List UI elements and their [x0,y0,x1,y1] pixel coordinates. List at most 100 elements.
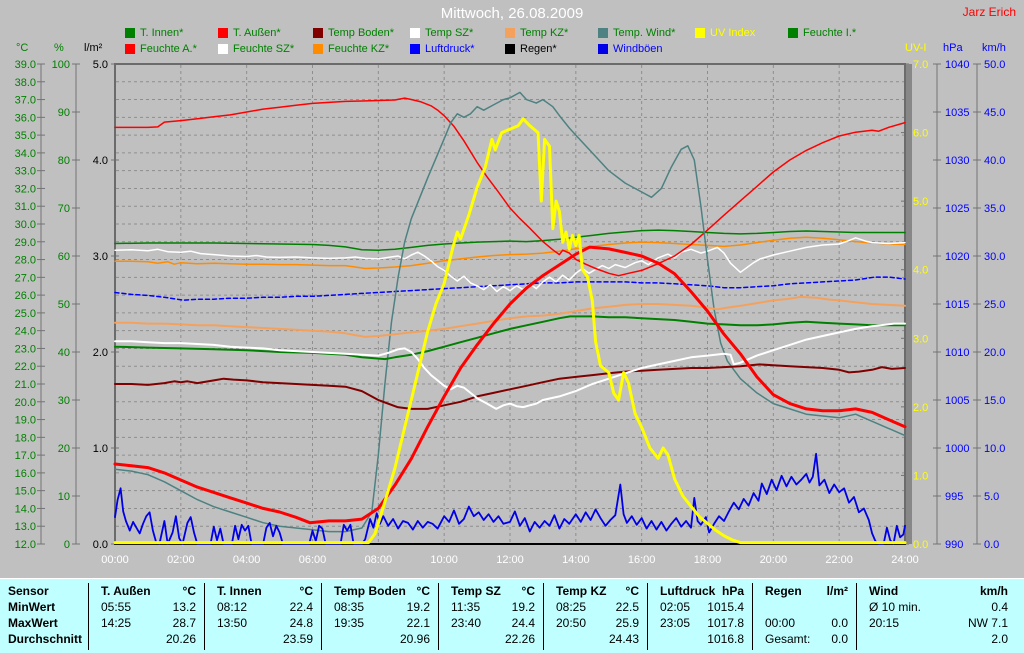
cell-value: 20.96 [399,632,430,646]
axis-tick-label: 24.0 [15,326,36,338]
legend-label: Windböen [613,43,663,55]
legend-swatch-icon [125,44,135,54]
legend-swatch-icon [410,28,420,38]
table-value-row: 13:50 24.8 [205,615,321,631]
cell-time: Temp Boden [334,584,406,598]
page-title: Mittwoch, 26.08.2009 [440,5,584,22]
cell-value: 24.4 [511,616,535,630]
axis-tick-label: 36.0 [15,112,36,124]
series-temp-kz [114,295,906,338]
chart-plot-area[interactable] [115,64,905,544]
axis-tick-label: 1.0 [913,470,928,482]
time-axis-label: 14:00 [562,554,590,566]
table-value-row: 08:35 19.2 [322,599,438,615]
legend-label: Regen* [520,43,557,55]
axis-tick-label: 13.0 [15,521,36,533]
axis-tick-label: 35.0 [15,130,36,142]
table-header-row: Temp SZ °C [439,583,543,599]
legend-item-temp-kz-[interactable]: Temp KZ* [505,27,568,39]
legend-item-regen-[interactable]: Regen* [505,43,557,55]
weather-chart: 39.0 38.0 37.0 36.0 35.0 34.0 33.0 32.0 31.0 30.0… [15,59,1006,566]
axis-tick-label: 1010 [945,347,969,359]
legend: T. Innen* T. Außen* Temp Boden* Temp SZ* Tem… [0,0,1024,60]
time-axis-label: 16:00 [628,554,656,566]
legend-item-temp-wind-[interactable]: Temp. Wind* [598,27,675,39]
axis-tick-label: 4.0 [93,155,108,167]
legend-swatch-icon [218,28,228,38]
cell-value: 19.2 [511,600,535,614]
axis-tick-label: 40.0 [984,155,1005,167]
axis-tick-label: 18.0 [15,432,36,444]
axis-tick-label: 12.0 [15,539,36,551]
table-value-row: Ø 10 min. 0.4 [857,599,1016,615]
axis-tick-label: 4.0 [913,265,928,277]
axis-tick-label: 15.0 [15,486,36,498]
legend-item-temp-boden-[interactable]: Temp Boden* [313,27,394,39]
axis-tick-label: 30 [58,395,70,407]
legend-swatch-icon [505,28,515,38]
axis-unit-label: l/m² [84,42,103,54]
time-axis-label: 20:00 [760,554,788,566]
table-value-row: 05:55 13.2 [89,599,204,615]
axis-tick-label: 32.0 [15,183,36,195]
cell-value: 1016.8 [707,632,744,646]
cell-value: 24.8 [289,616,313,630]
legend-label: T. Innen* [140,27,184,39]
cell-time: 23:40 [451,616,482,630]
axis-tick-label: 14.0 [15,503,36,515]
cell-value: 20.26 [165,632,196,646]
cell-value: 25.9 [615,616,639,630]
legend-swatch-icon [313,28,323,38]
axis-tick-label: 995 [945,491,963,503]
legend-item-feuchte-a-[interactable]: Feuchte A.* [125,43,197,55]
series-t-au-en [113,245,907,525]
table-row-label: MinWert [8,600,56,614]
cell-value: 22.4 [289,600,313,614]
axis-unit-label: UV-I [905,42,927,54]
series-feuchte-kz [114,236,906,270]
table-value-row: 19:35 22.1 [322,615,438,631]
table-value-row: 11:35 19.2 [439,599,543,615]
series-temp-sz [114,322,906,410]
legend-item-t-innen-[interactable]: T. Innen* [125,27,183,39]
legend-item-temp-sz-[interactable]: Temp SZ* [410,27,473,39]
legend-item-luftdruck-[interactable]: Luftdruck* [410,43,475,55]
table-column-temp-kz: Temp KZ °C 08:25 22.5 20:50 25.9 24.43 [543,583,647,650]
series-uv-index [113,117,907,545]
station-name: Jarz Erich [962,5,1016,19]
cell-time: 20:15 [869,616,900,630]
axis-tick-label: 1020 [945,251,969,263]
legend-swatch-icon [788,28,798,38]
time-axis-label: 10:00 [430,554,458,566]
axis-tick-label: 90 [58,107,70,119]
legend-item-windb-en[interactable]: Windböen [598,43,663,55]
cell-time: Gesamt: [765,632,811,646]
series-feuchte-i- [114,229,906,251]
cell-value: °C [182,584,196,598]
legend-item-t-au-en-[interactable]: T. Außen* [218,27,281,39]
cell-time: T. Innen [217,584,262,598]
legend-label: Feuchte SZ* [233,43,295,55]
series-luftdruck [114,276,906,301]
axis-tick-label: 80 [58,155,70,167]
table-header-row: Temp Boden °C [322,583,438,599]
legend-item-feuchte-sz-[interactable]: Feuchte SZ* [218,43,294,55]
axis-tick-label: 990 [945,539,963,551]
cell-time: 13:50 [217,616,248,630]
axis-tick-label: 0.0 [984,539,999,551]
time-axis-label: 22:00 [825,554,853,566]
legend-label: Temp SZ* [425,27,474,39]
cell-time: Regen [765,584,802,598]
axis-tick-label: 25.0 [984,299,1005,311]
axis-tick-label: 1025 [945,203,969,215]
cell-time: Luftdruck [660,584,716,598]
table-header-row: T. Innen °C [205,583,321,599]
legend-item-feuchte-kz-[interactable]: Feuchte KZ* [313,43,389,55]
legend-item-feuchte-i-[interactable]: Feuchte I.* [788,27,856,39]
cell-value: 0.0 [831,616,848,630]
axis-tick-label: 0 [64,539,70,551]
series-temp-boden [114,363,906,410]
legend-swatch-icon [125,28,135,38]
legend-item-uv-index[interactable]: UV Index [695,27,755,39]
table-value-row: 23.59 [205,631,321,647]
